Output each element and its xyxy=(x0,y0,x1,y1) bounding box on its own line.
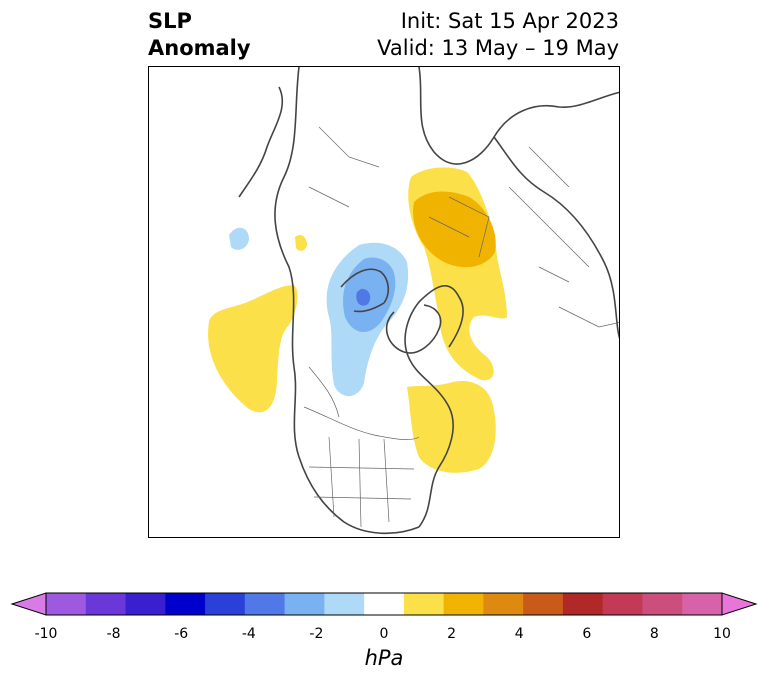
tick-label: -10 xyxy=(34,626,58,642)
map-title: SLP Anomaly xyxy=(148,8,251,62)
colorbar-cell xyxy=(602,593,643,615)
init-date: Init: Sat 15 Apr 2023 xyxy=(400,9,619,33)
tick-label: 0 xyxy=(379,626,389,642)
pacific-weak-low xyxy=(229,227,249,250)
colorbar-cell xyxy=(682,593,723,615)
colorbar-cell xyxy=(165,593,206,615)
tick-label: -2 xyxy=(309,626,324,642)
colorbar-cell xyxy=(523,593,564,615)
colorbar-cell xyxy=(483,593,524,615)
tick-label: 10 xyxy=(713,626,731,642)
colorbar-cell xyxy=(244,593,286,615)
colorbar-cell xyxy=(364,593,405,615)
colorbar-high-extension xyxy=(721,592,758,616)
colorbar-cell xyxy=(85,593,127,615)
ne-pacific-high xyxy=(208,285,298,413)
colorbar-low-extension xyxy=(10,592,47,616)
tick-label: -6 xyxy=(174,626,189,642)
colorbar-cell xyxy=(443,593,484,615)
title-line-1: SLP xyxy=(148,9,192,33)
colorbar-cell xyxy=(205,593,246,615)
colorbar-cell xyxy=(125,593,166,615)
hudson-low-core xyxy=(356,288,371,306)
colorbar-cell xyxy=(324,593,365,615)
coastlines xyxy=(238,67,619,535)
map-canvas xyxy=(208,67,619,535)
colorbar-unit: hPa xyxy=(364,646,404,670)
valid-range: Valid: 13 May – 19 May xyxy=(377,36,619,60)
colorbar xyxy=(10,592,758,616)
small-positive xyxy=(295,234,307,251)
title-line-2: Anomaly xyxy=(148,36,251,60)
tick-label: 2 xyxy=(447,626,457,642)
anomaly-shading xyxy=(208,167,507,473)
atlantic-high xyxy=(407,381,496,473)
colorbar-cell xyxy=(46,593,87,615)
colorbar-cell xyxy=(403,593,445,615)
anomaly-map xyxy=(148,66,620,538)
colorbar-cell xyxy=(642,593,683,615)
tick-label: 8 xyxy=(649,626,659,642)
colorbar-cells xyxy=(45,592,723,616)
borders xyxy=(303,126,619,528)
tick-label: 6 xyxy=(582,626,592,642)
tick-label: -8 xyxy=(106,626,121,642)
tick-label: 4 xyxy=(514,626,524,642)
colorbar-cell xyxy=(284,593,325,615)
colorbar-cell xyxy=(562,593,604,615)
tick-label: -4 xyxy=(241,626,256,642)
date-info: Init: Sat 15 Apr 2023 Valid: 13 May – 19… xyxy=(377,8,619,62)
